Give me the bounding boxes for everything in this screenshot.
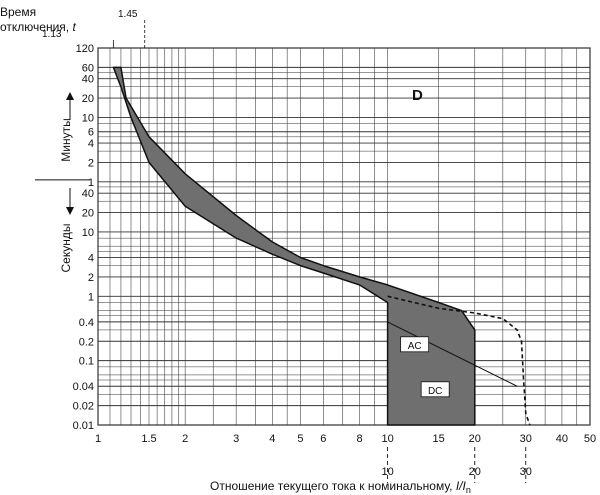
y-tick-label: 10 bbox=[82, 227, 94, 239]
header-line1: Время bbox=[0, 5, 36, 19]
dc-label-box bbox=[420, 381, 450, 398]
dc-label: DC bbox=[428, 386, 442, 397]
header-var: t bbox=[72, 20, 76, 34]
y-tick-label: 4 bbox=[88, 253, 94, 265]
x-axis-sub: n bbox=[466, 485, 471, 495]
x-tick-label: 30 bbox=[520, 433, 532, 445]
x-tick-label: 6 bbox=[320, 433, 326, 445]
x-tick-label: 5 bbox=[297, 433, 303, 445]
y-tick-label: 120 bbox=[76, 43, 94, 55]
label-layer: 1206040201064214020104210.40.20.10.040.0… bbox=[73, 43, 597, 478]
x-tick-label: 1.5 bbox=[141, 433, 156, 445]
y-tick-label: 40 bbox=[82, 74, 94, 86]
y-tick-label: 4 bbox=[88, 138, 94, 150]
x-marker-label: 20 bbox=[469, 466, 481, 478]
seconds-arrowhead bbox=[66, 207, 74, 215]
y-tick-label: 1 bbox=[88, 291, 94, 303]
ac-dc-pointer bbox=[387, 321, 518, 387]
y-label-minutes: Минуты bbox=[59, 118, 73, 161]
x-axis-title: Отношение текущего тока к номинальному, … bbox=[210, 479, 471, 495]
x-tick-label: 2 bbox=[182, 433, 188, 445]
x-axis-title-text: Отношение текущего тока к номинальному, bbox=[210, 479, 456, 493]
dc-boundary bbox=[387, 295, 531, 426]
y-label-seconds: Секунды bbox=[59, 224, 73, 273]
y-tick-label: 0.1 bbox=[79, 356, 94, 368]
y-tick-label: 0.01 bbox=[73, 420, 94, 432]
x-axis-var: I/I bbox=[456, 479, 467, 493]
curve-type-label: D bbox=[412, 87, 423, 104]
x-tick-label: 10 bbox=[381, 433, 393, 445]
y-tick-label: 0.4 bbox=[79, 317, 94, 329]
x-tick-label: 8 bbox=[356, 433, 362, 445]
y-tick-label: 0.2 bbox=[79, 336, 94, 348]
x-marker-label: 10 bbox=[381, 466, 393, 478]
ac-label-box bbox=[400, 336, 430, 353]
ac-label: AC bbox=[408, 341, 422, 352]
x-tick-label: 20 bbox=[469, 433, 481, 445]
y-tick-label: 0.04 bbox=[73, 381, 94, 393]
y-tick-label: 2 bbox=[88, 157, 94, 169]
x-tick-label: 40 bbox=[556, 433, 568, 445]
y-tick-label: 0.02 bbox=[73, 401, 94, 413]
x-tick-label: 15 bbox=[432, 433, 444, 445]
y-tick-label: 6 bbox=[88, 127, 94, 139]
y-tick-label: 40 bbox=[82, 188, 94, 200]
x-tick-label: 4 bbox=[269, 433, 275, 445]
marker-1-13-label: 1.13 bbox=[42, 29, 62, 40]
x-tick-label: 3 bbox=[233, 433, 239, 445]
grid-layer bbox=[97, 47, 591, 426]
band-layer: AC DC bbox=[112, 66, 531, 426]
header-line2: отключения, t bbox=[0, 20, 76, 34]
y-tick-label: 60 bbox=[82, 62, 94, 74]
y-tick-label: 20 bbox=[82, 93, 94, 105]
y-tick-label: 1 bbox=[88, 177, 94, 189]
y-tick-label: 20 bbox=[82, 208, 94, 220]
marker-1-45-label: 1.45 bbox=[118, 9, 138, 20]
x-tick-label: 1 bbox=[95, 433, 101, 445]
header-line2-text: отключения, bbox=[0, 20, 72, 34]
minutes-arrowhead bbox=[66, 92, 74, 100]
axis-layer bbox=[35, 20, 527, 483]
y-tick-label: 10 bbox=[82, 112, 94, 124]
x-tick-label: 50 bbox=[584, 433, 596, 445]
x-marker-label: 30 bbox=[520, 466, 532, 478]
y-tick-label: 2 bbox=[88, 272, 94, 284]
